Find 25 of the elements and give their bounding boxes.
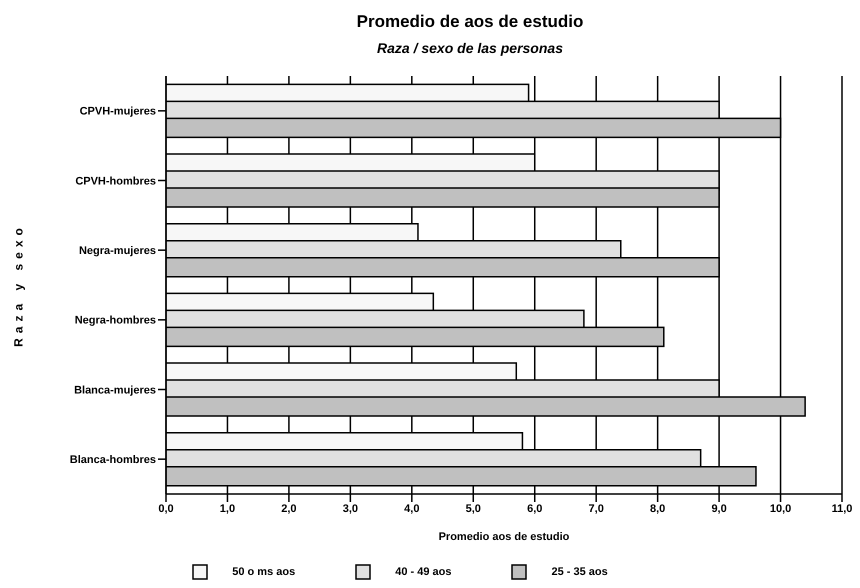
x-tick-label: 8,0 xyxy=(650,502,666,515)
x-tick-label: 4,0 xyxy=(404,502,420,515)
x-tick-label: 1,0 xyxy=(220,502,236,515)
y-tick-label: CPVH-mujeres xyxy=(80,106,156,118)
y-tick-label: Blanca-mujeres xyxy=(74,384,156,396)
y-tick-label: Negra-hombres xyxy=(74,314,156,327)
y-tick-label: CPVH-hombres xyxy=(75,175,156,188)
y-tick-label: Blanca-hombres xyxy=(70,454,156,466)
x-tick-label: 11,0 xyxy=(832,502,852,515)
x-tick-label: 7,0 xyxy=(588,502,604,515)
x-tick-label: 10,0 xyxy=(770,502,792,515)
legend-label: 25 - 35 aos xyxy=(551,566,608,578)
legend-label: 40 - 49 aos xyxy=(395,566,452,578)
x-tick-label: 2,0 xyxy=(281,502,297,515)
x-tick-label: 6,0 xyxy=(527,502,542,515)
legend-label: 50 o ms aos xyxy=(232,566,296,578)
chart-subtitle: Raza / sexo de las personas xyxy=(376,40,564,56)
y-tick-label: Negra-mujeres xyxy=(78,245,156,258)
x-axis-title: Promedio aos de estudio xyxy=(438,531,570,543)
y-axis-title: Raza y sexo xyxy=(11,223,26,347)
x-tick-label: 9,0 xyxy=(711,502,727,515)
chart-title: Promedio de aos de estudio xyxy=(356,12,584,32)
x-tick-label: 0,0 xyxy=(158,502,174,515)
x-tick-label: 5,0 xyxy=(466,502,481,515)
x-tick-label: 3,0 xyxy=(342,502,358,515)
